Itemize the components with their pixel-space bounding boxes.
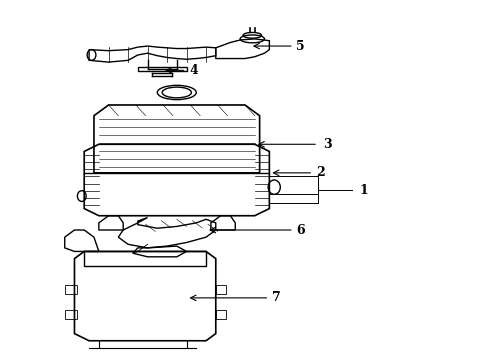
Bar <box>138 67 187 71</box>
Text: 2: 2 <box>316 166 324 179</box>
Text: 4: 4 <box>189 64 198 77</box>
Text: 1: 1 <box>360 184 368 197</box>
Bar <box>216 310 226 319</box>
Text: 5: 5 <box>296 40 305 53</box>
Text: 6: 6 <box>296 224 305 237</box>
Bar <box>65 310 77 319</box>
Bar <box>65 285 77 294</box>
Text: 7: 7 <box>272 291 281 305</box>
Text: 3: 3 <box>323 138 332 151</box>
Bar <box>216 285 226 294</box>
